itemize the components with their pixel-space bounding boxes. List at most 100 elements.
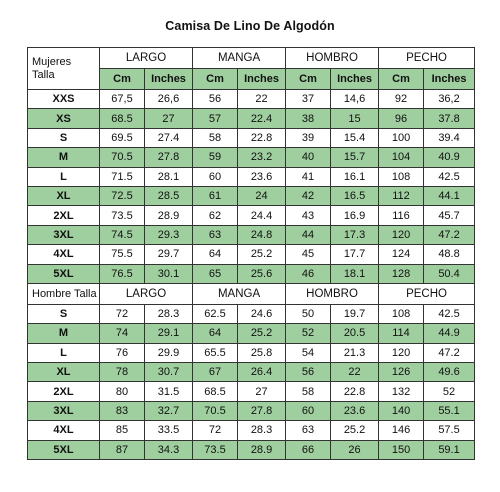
- table-row: XL 78 30.7 67 26.4 56 22 126 49.6: [27, 362, 476, 383]
- value-cell: 28.9: [237, 439, 287, 461]
- value-cell: 69.5: [99, 127, 145, 149]
- value-cell: 16.1: [330, 166, 380, 187]
- value-cell: 21.3: [330, 342, 380, 364]
- value-cell: 39.4: [423, 127, 476, 149]
- value-cell: 24.8: [237, 224, 287, 246]
- value-cell: 44.1: [423, 185, 476, 207]
- value-cell: 58: [285, 381, 332, 402]
- value-cell: 40: [285, 147, 332, 168]
- value-cell: 66: [285, 439, 332, 461]
- value-cell: 25.6: [237, 263, 287, 284]
- table-row: 3XL 83 32.7 70.5 27.8 60 23.6 140 55.1: [27, 400, 476, 422]
- value-cell: 22: [330, 362, 380, 383]
- size-cell: XL: [27, 362, 100, 383]
- value-cell: 27.4: [143, 127, 194, 149]
- unit-inches: Inches: [330, 68, 380, 90]
- size-cell: L: [27, 342, 100, 364]
- value-cell: 29.3: [143, 224, 194, 246]
- table-row: XXS 67,5 26,6 56 22 37 14,6 92 36,2: [27, 88, 476, 110]
- value-cell: 52: [285, 323, 332, 344]
- value-cell: 68.5: [99, 108, 145, 129]
- value-cell: 44: [285, 224, 332, 246]
- value-cell: 48.8: [423, 244, 476, 265]
- hombre-group-largo: LARGO: [98, 282, 194, 305]
- value-cell: 25.2: [330, 420, 380, 441]
- value-cell: 92: [378, 88, 425, 110]
- value-cell: 22.4: [237, 108, 287, 129]
- value-cell: 26: [330, 439, 380, 461]
- value-cell: 42.5: [423, 166, 476, 187]
- value-cell: 46: [285, 263, 332, 284]
- value-cell: 83: [99, 400, 145, 422]
- value-cell: 37: [285, 88, 332, 110]
- table-row: XL 72.5 28.5 61 24 42 16.5 112 44.1: [27, 185, 476, 207]
- value-cell: 108: [378, 166, 425, 187]
- unit-inches: Inches: [423, 68, 476, 90]
- table-row: 5XL 76.5 30.1 65 25.6 46 18.1 128 50.4: [27, 263, 476, 284]
- value-cell: 44.9: [423, 323, 476, 344]
- unit-cm: Cm: [378, 68, 425, 90]
- value-cell: 25.8: [237, 342, 287, 364]
- value-cell: 58: [192, 127, 239, 149]
- size-cell: 2XL: [27, 381, 100, 402]
- value-cell: 17.3: [330, 224, 380, 246]
- size-cell: 5XL: [27, 263, 100, 284]
- value-cell: 42.5: [423, 303, 476, 325]
- value-cell: 40.9: [423, 147, 476, 168]
- value-cell: 126: [378, 362, 425, 383]
- size-cell: 3XL: [27, 224, 100, 246]
- value-cell: 14,6: [330, 88, 380, 110]
- value-cell: 27: [143, 108, 194, 129]
- value-cell: 41: [285, 166, 332, 187]
- table-row: 2XL 73.5 28.9 62 24.4 43 16.9 116 45.7: [27, 205, 476, 226]
- value-cell: 17.7: [330, 244, 380, 265]
- value-cell: 73.5: [99, 205, 145, 226]
- value-cell: 100: [378, 127, 425, 149]
- value-cell: 23.2: [237, 147, 287, 168]
- value-cell: 65.5: [192, 342, 239, 364]
- value-cell: 120: [378, 342, 425, 364]
- value-cell: 27: [237, 381, 287, 402]
- size-chart-table: Mujeres Talla LARGO MANGA HOMBRO PECHO Cm…: [27, 47, 476, 461]
- value-cell: 37.8: [423, 108, 476, 129]
- value-cell: 76.5: [99, 263, 145, 284]
- value-cell: 29.9: [143, 342, 194, 364]
- value-cell: 57: [192, 108, 239, 129]
- value-cell: 63: [285, 420, 332, 441]
- mujeres-unit-header-row: Cm Inches Cm Inches Cm Inches Cm Inches: [28, 68, 476, 90]
- value-cell: 32.7: [143, 400, 194, 422]
- value-cell: 146: [378, 420, 425, 441]
- size-cell: 2XL: [27, 205, 100, 226]
- value-cell: 16.5: [330, 185, 380, 207]
- value-cell: 75.5: [99, 244, 145, 265]
- table-row: 3XL 74.5 29.3 63 24.8 44 17.3 120 47.2: [27, 224, 476, 246]
- value-cell: 124: [378, 244, 425, 265]
- value-cell: 73.5: [192, 439, 239, 461]
- value-cell: 74.5: [99, 224, 145, 246]
- value-cell: 56: [285, 362, 332, 383]
- size-cell: S: [27, 303, 100, 325]
- value-cell: 57.5: [423, 420, 476, 441]
- mujeres-section: Mujeres Talla LARGO MANGA HOMBRO PECHO Cm…: [27, 47, 476, 284]
- value-cell: 30.7: [143, 362, 194, 383]
- value-cell: 140: [378, 400, 425, 422]
- value-cell: 24.6: [237, 303, 287, 325]
- size-cell: XXS: [27, 88, 100, 110]
- value-cell: 116: [378, 205, 425, 226]
- value-cell: 87: [99, 439, 145, 461]
- value-cell: 56: [192, 88, 239, 110]
- size-cell: 4XL: [27, 244, 100, 265]
- value-cell: 50: [285, 303, 332, 325]
- value-cell: 62.5: [192, 303, 239, 325]
- value-cell: 25.2: [237, 323, 287, 344]
- size-cell: XL: [27, 185, 100, 207]
- hombre-group-manga: MANGA: [192, 282, 287, 305]
- value-cell: 74: [99, 323, 145, 344]
- table-row: L 76 29.9 65.5 25.8 54 21.3 120 47.2: [27, 342, 476, 364]
- value-cell: 47.2: [423, 342, 476, 364]
- value-cell: 55.1: [423, 400, 476, 422]
- table-row: 5XL 87 34.3 73.5 28.9 66 26 150 59.1: [27, 439, 476, 461]
- size-cell: M: [27, 147, 100, 168]
- page-title: Camisa De Lino De Algodón: [165, 19, 335, 33]
